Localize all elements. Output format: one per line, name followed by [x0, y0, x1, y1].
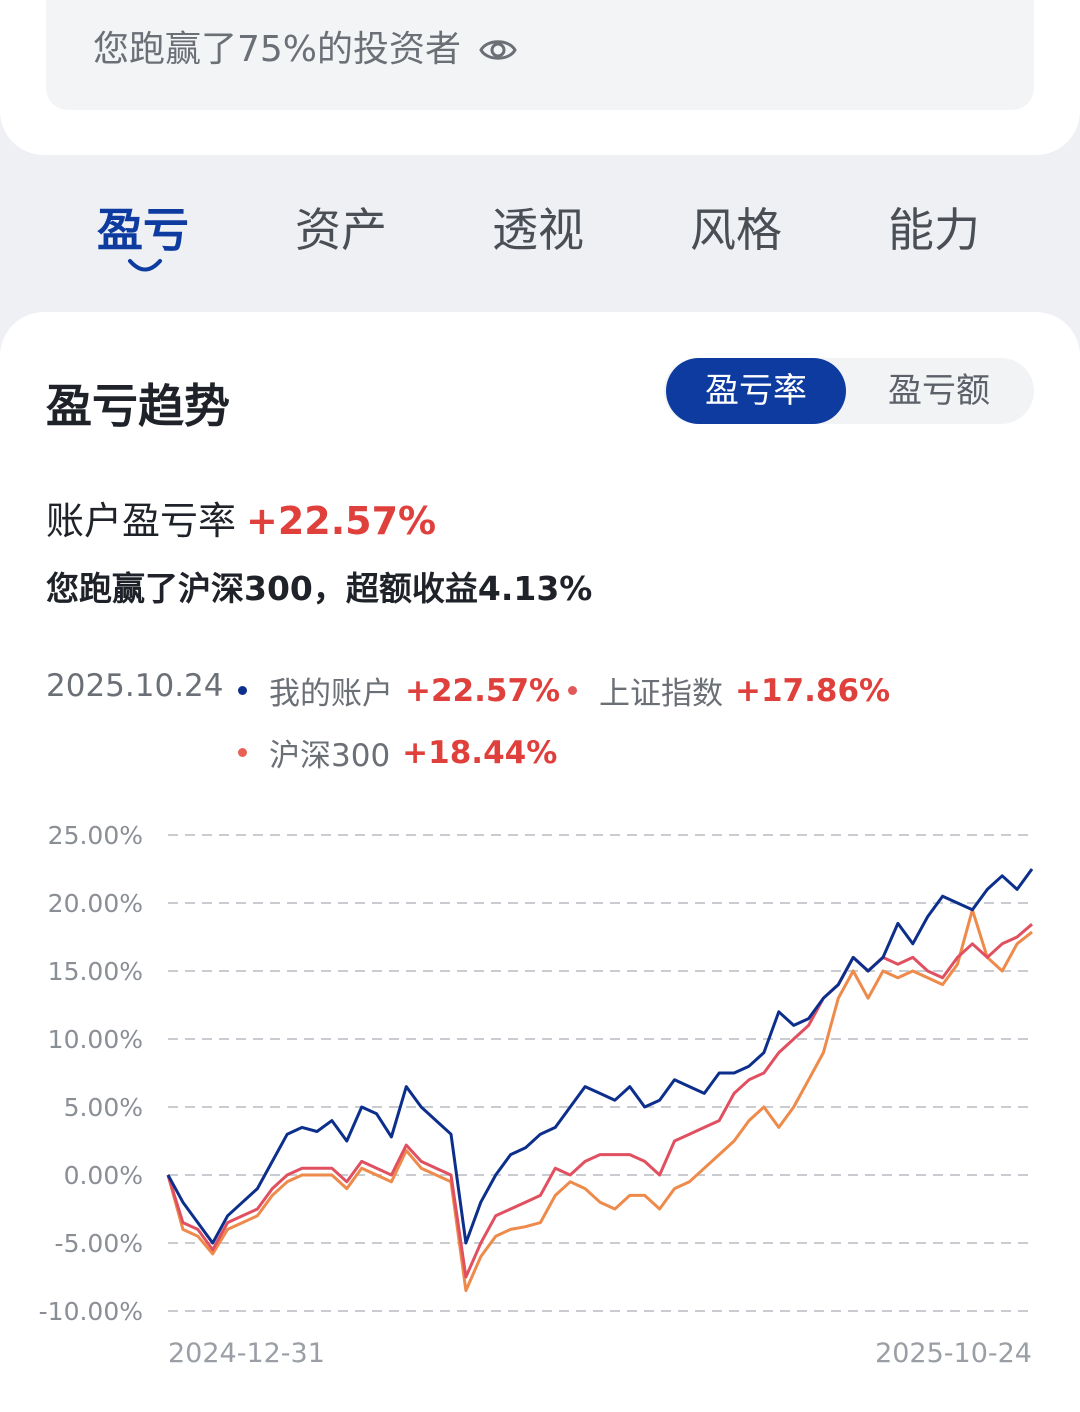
tab-assets[interactable]: 资产	[295, 203, 387, 257]
tab-insight[interactable]: 透视	[492, 203, 584, 257]
y-tick-label: -5.00%	[55, 1229, 143, 1258]
legend-dot	[568, 686, 577, 695]
legend-dot	[238, 686, 247, 695]
toggle-amount-button[interactable]: 盈亏额	[888, 371, 990, 411]
legend-item-hs300: 沪深300 +18.44%	[238, 730, 557, 775]
account-rate-value: +22.57%	[246, 499, 437, 543]
toggle-rate-button[interactable]: 盈亏率	[666, 358, 846, 424]
series-line-1	[166, 923, 1033, 1279]
x-end-label: 2025-10-24	[875, 1338, 1032, 1369]
investor-ranking-text: 您跑赢了75%的投资者	[93, 29, 462, 70]
legend-label: 我的账户	[269, 676, 393, 712]
legend-dot	[238, 748, 247, 757]
x-start-label: 2024-12-31	[168, 1338, 325, 1369]
series-line-0	[166, 868, 1034, 1245]
y-tick-label: 20.00%	[48, 889, 143, 918]
tab-style[interactable]: 风格	[690, 203, 782, 257]
investor-ranking-box	[46, 0, 1034, 110]
y-tick-label: 0.00%	[64, 1161, 143, 1190]
tab-profit-loss[interactable]: 盈亏	[97, 203, 189, 257]
account-rate: 账户盈亏率 +22.57%	[46, 490, 436, 545]
legend-label: 沪深300	[269, 738, 391, 774]
series-line-2	[166, 908, 1033, 1293]
y-tick-label: 10.00%	[48, 1025, 143, 1054]
section-title: 盈亏趋势	[46, 379, 230, 433]
y-tick-label: 5.00%	[64, 1093, 143, 1122]
legend-item-shanghai: 上证指数 +17.86%	[568, 668, 890, 713]
legend-label: 上证指数	[599, 676, 723, 712]
active-tab-indicator	[128, 259, 162, 272]
rate-amount-toggle: 盈亏率 盈亏额	[664, 358, 1034, 424]
investor-ranking: 您跑赢了75%的投资者	[93, 24, 517, 76]
y-tick-label: 15.00%	[48, 957, 143, 986]
legend-value: +18.44%	[402, 734, 558, 771]
eye-icon[interactable]	[479, 31, 517, 69]
profit-trend-card: 盈亏趋势 盈亏率 盈亏额 账户盈亏率 +22.57% 您跑赢了沪深300，超额收益…	[0, 312, 1080, 1412]
account-rate-label: 账户盈亏率	[46, 499, 237, 543]
excess-return-text: 您跑赢了沪深300，超额收益4.13%	[46, 569, 593, 608]
legend-date: 2025.10.24	[46, 668, 224, 704]
legend-item-account: 我的账户 +22.57%	[238, 668, 560, 713]
tab-ability[interactable]: 能力	[888, 203, 980, 257]
y-tick-label: -10.00%	[39, 1297, 143, 1326]
tab-bar: 盈亏 资产 透视 风格 能力	[0, 195, 1080, 285]
y-tick-label: 25.00%	[48, 821, 143, 850]
legend-value: +17.86%	[735, 672, 891, 709]
legend-value: +22.57%	[405, 672, 561, 709]
profit-trend-chart: 25.00% 20.00% 15.00% 10.00% 5.00% 0.00% -5.00%…	[39, 821, 1034, 1369]
